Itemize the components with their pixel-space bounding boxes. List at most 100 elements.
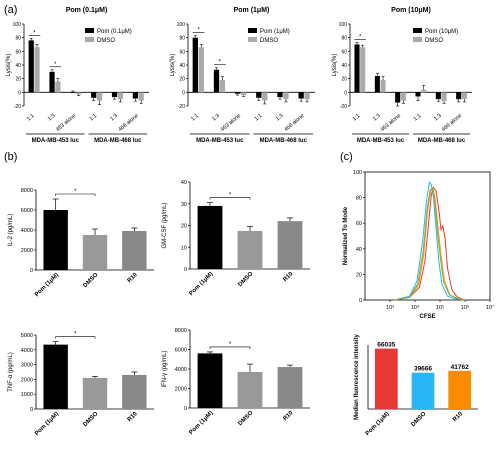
y-tick-label: 8000	[21, 188, 33, 194]
significance-bracket	[209, 346, 251, 349]
y-tick-label: 0	[359, 298, 362, 304]
significance-star: *	[74, 332, 77, 338]
bar-dmso	[304, 92, 310, 100]
bar-pom	[132, 92, 138, 99]
x-tick-label: 1:3	[433, 113, 443, 123]
y-axis-label: Lysis(%)	[332, 54, 338, 77]
x-tick-label: 10⁵	[436, 304, 444, 311]
bar-dmso	[138, 92, 144, 101]
histogram-line	[394, 186, 466, 301]
bar-pom	[374, 75, 380, 93]
group-label: MDA-MB-453 luc	[32, 138, 80, 144]
bar	[82, 377, 108, 409]
bar	[277, 221, 303, 269]
x-tick-label: Pom (1μM)	[188, 410, 214, 436]
x-tick-label: 1:1	[88, 113, 98, 123]
y-tick-label: 40	[356, 247, 362, 253]
legend-label: Pom (10μM)	[425, 29, 458, 35]
x-tick-label: R10	[282, 271, 294, 283]
x-tick-label: 1:3	[275, 113, 285, 123]
x-tick-label: 468 alone	[117, 113, 139, 133]
bar-pom	[298, 92, 304, 99]
x-tick-label: DMSO	[237, 410, 254, 427]
x-tick-label: 453 alone	[55, 113, 77, 133]
x-tick-label: 1:1	[190, 113, 200, 123]
y-axis-label: Median fluorescence intensity	[354, 333, 360, 419]
y-axis-label: Lysis(%)	[170, 54, 176, 77]
y-tick-label: 20	[341, 77, 347, 83]
y-axis-label: IL-2 (pg/mL)	[8, 214, 14, 247]
x-tick-label: 1:1	[26, 113, 36, 123]
x-tick-label: 10⁴	[411, 304, 420, 311]
y-tick-label: 80	[179, 36, 185, 42]
x-tick-label: 1:3	[47, 113, 57, 123]
y-tick-label: 0	[182, 90, 185, 96]
bar	[448, 370, 472, 409]
bar-pom	[415, 92, 421, 97]
y-tick-label: 100	[13, 22, 22, 28]
group-label: MDA-MB-468 luc	[260, 138, 308, 144]
chart-title: Pom (1μM)	[234, 7, 270, 14]
x-tick-label: 1:1	[352, 113, 362, 123]
x-tick-label: R10	[452, 411, 464, 423]
bar-dmso	[421, 89, 427, 93]
y-tick-label: 80	[356, 196, 362, 202]
y-tick-label: 100	[177, 22, 186, 28]
bar-pom	[256, 92, 262, 98]
y-tick-label: -20	[178, 104, 185, 110]
x-tick-label: R10	[127, 411, 139, 423]
x-tick-label: DMSO	[237, 271, 254, 288]
y-tick-label: 1000	[21, 392, 33, 398]
x-axis-label: CFSE	[419, 314, 435, 320]
x-tick-label: 1:1	[413, 113, 423, 123]
y-tick-label: 100	[353, 170, 362, 176]
x-tick-label: DMSO	[410, 411, 427, 428]
y-tick-label: 6000	[175, 348, 187, 354]
histogram-line	[394, 180, 466, 301]
y-tick-label: 20	[356, 272, 362, 278]
y-tick-label: 100	[339, 22, 348, 28]
bar	[82, 235, 108, 270]
bar-dmso	[400, 92, 406, 101]
data-label: 39666	[414, 366, 432, 373]
y-tick-label: 0	[184, 267, 187, 273]
x-tick-label: 468 alone	[283, 113, 305, 133]
histogram-line	[394, 187, 466, 301]
significance-star: *	[229, 342, 232, 348]
y-tick-label: 60	[15, 49, 21, 55]
y-tick-label: 0	[18, 90, 21, 96]
x-tick-label: R10	[282, 410, 294, 422]
x-tick-label: 10⁶	[461, 304, 469, 311]
chart-b3: 0 1000 2000 3000 4000 5000 TNF-α (pg/mL) Pom (1…	[8, 332, 154, 437]
bar	[122, 374, 147, 409]
bar	[197, 205, 223, 269]
bar-pom	[49, 71, 55, 93]
significance-star: *	[197, 28, 200, 34]
bar-dmso	[461, 92, 467, 100]
bar	[411, 372, 435, 409]
y-tick-label: 40	[179, 63, 185, 69]
bar-pom	[91, 92, 97, 98]
bar-pom	[456, 92, 462, 100]
y-tick-label: 60	[341, 49, 347, 55]
histogram-line	[394, 186, 466, 301]
chart-a1: Pom (0.1μM) -20 0 20 40 60 80 100 Lysis(%) 1:1 1:3…	[6, 7, 149, 144]
chart-b1: 0 2000 4000 6000 8000 IL-2 (pg/mL) Pom (1μM) DM…	[8, 188, 154, 298]
y-axis-label: GM-CSF (pg/mL)	[162, 202, 168, 248]
y-tick-label: 30	[181, 202, 187, 208]
y-axis-label: TNF-α (pg/mL)	[8, 352, 14, 391]
group-label: MDA-MB-468 luc	[94, 138, 142, 144]
x-tick-label: Pom (1μM)	[34, 272, 60, 298]
bar-pom	[111, 92, 118, 98]
y-tick-label: 2000	[21, 248, 33, 254]
bar-pom	[435, 92, 441, 100]
y-tick-label: 80	[15, 36, 21, 42]
group-label: MDA-MB-468 luc	[418, 138, 466, 144]
bar-pom	[28, 40, 34, 93]
y-tick-label: 8000	[175, 328, 187, 334]
bar	[237, 230, 263, 269]
x-tick-label: DMSO	[82, 272, 99, 289]
chart-c2: Median fluorescence intensity 66035 Pom (1…	[354, 333, 478, 437]
